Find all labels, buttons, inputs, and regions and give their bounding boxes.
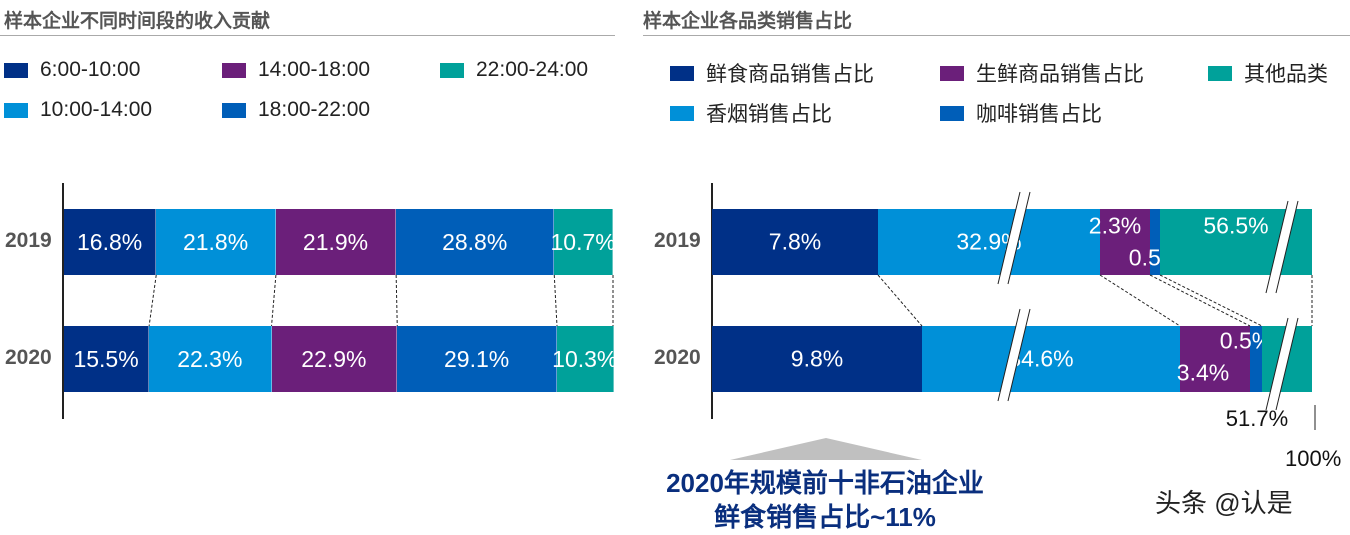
data-label: 51.7%: [1225, 406, 1289, 431]
legend-label: 咖啡销售占比: [976, 103, 1102, 126]
legend-label: 鲜食商品销售占比: [706, 63, 874, 86]
data-label: 22.9%: [301, 345, 367, 372]
data-label: 28.8%: [442, 228, 508, 255]
axis-break-line: [1265, 317, 1289, 411]
year-label: 2019: [654, 229, 701, 252]
left-axis-line: [62, 183, 64, 419]
data-label: 16.8%: [77, 228, 143, 255]
right-title-rule: [643, 35, 1350, 36]
bar-segment: 21.8%: [156, 209, 276, 275]
data-label: 9.8%: [790, 345, 844, 372]
legend-item: 18:00-22:00: [222, 98, 370, 122]
legend-item: 生鲜商品销售占比: [940, 58, 1144, 88]
axis-break-line: [1265, 200, 1289, 294]
connector-line: [877, 274, 923, 327]
annotation-pointer-triangle: [730, 438, 922, 460]
connector-line: [148, 274, 157, 327]
legend-swatch: [1208, 65, 1232, 81]
annotation-text: 2020年规模前十非石油企业 鲜食销售占比~11%: [630, 466, 1020, 534]
bar-segment: 16.8%: [64, 209, 157, 275]
legend-item: 鲜食商品销售占比: [670, 58, 874, 88]
connector-line: [1149, 274, 1251, 327]
legend-swatch: [940, 105, 964, 121]
data-label: 21.8%: [182, 228, 249, 255]
axis-break-line: [1275, 200, 1299, 294]
legend-label: 其他品类: [1244, 63, 1328, 86]
connector-line: [553, 274, 558, 327]
year-label: 2020: [654, 346, 701, 369]
bar-segment: 22.3%: [149, 326, 272, 392]
bar-segment: 34.6%: [922, 326, 1180, 392]
legend-swatch: [440, 62, 464, 78]
legend-label: 生鲜商品销售占比: [976, 63, 1144, 86]
axis-break-line: [1007, 191, 1031, 285]
data-label: 2.3%: [1088, 212, 1142, 239]
data-label: 21.9%: [302, 228, 369, 255]
connector-line: [1159, 274, 1263, 327]
axis-break-line: [1275, 317, 1299, 411]
axis-break-icon: [1266, 201, 1298, 293]
bar-segment: 2.3%: [1089, 209, 1150, 275]
legend-item: 22:00-24:00: [440, 58, 588, 82]
watermark: 头条 @认是: [1155, 488, 1293, 518]
bar-segment: 29.1%: [397, 326, 557, 392]
annotation-line-1: 2020年规模前十非石油企业: [666, 468, 984, 498]
year-label: 2019: [5, 229, 52, 252]
data-label: 10.3%: [552, 345, 618, 372]
left-title-rule: [0, 35, 615, 36]
bar-segment: 9.8%: [712, 326, 922, 392]
connector-line: [271, 274, 277, 327]
legend-swatch: [222, 102, 246, 118]
bar-segment: 10.7%: [550, 209, 616, 275]
bar-segment: 51.7%: [1226, 326, 1312, 431]
legend-label: 22:00-24:00: [476, 58, 589, 81]
axis-break-icon: [998, 192, 1030, 284]
bar-segment: 22.9%: [271, 326, 398, 392]
legend-swatch: [670, 105, 694, 121]
annotation-line-2: 鲜食销售占比~11%: [714, 502, 936, 532]
legend-swatch: [940, 65, 964, 81]
legend-item: 10:00-14:00: [4, 98, 152, 122]
end-label-100: 100%: [1285, 446, 1342, 471]
legend-item: 咖啡销售占比: [940, 98, 1102, 128]
axis-break-line: [997, 191, 1021, 285]
data-label: 56.5%: [1203, 212, 1269, 239]
right-chart-title: 样本企业各品类销售占比: [643, 11, 853, 32]
data-label: 29.1%: [444, 345, 510, 372]
data-label: 3.4%: [1176, 359, 1230, 386]
axis-break-line: [997, 308, 1021, 402]
legend-label: 6:00-10:00: [40, 58, 141, 81]
legend-swatch: [670, 65, 694, 81]
bar-segment: 7.8%: [712, 209, 878, 275]
axis-break-icon: [998, 309, 1030, 401]
bar-segment: 15.5%: [64, 326, 150, 392]
axis-break-icon: [1266, 318, 1298, 410]
legend-swatch: [4, 62, 28, 78]
legend-item: 香烟销售占比: [670, 98, 832, 128]
bar-segment: 10.3%: [552, 326, 617, 392]
legend-item: 14:00-18:00: [222, 58, 370, 82]
year-label: 2020: [5, 346, 52, 369]
legend-label: 10:00-14:00: [40, 98, 153, 121]
data-label: 10.7%: [550, 228, 616, 255]
legend-item: 其他品类: [1208, 58, 1328, 88]
legend-label: 18:00-22:00: [258, 98, 371, 121]
data-label: 15.5%: [73, 345, 139, 372]
legend-label: 香烟销售占比: [706, 103, 832, 126]
bar-segment: 21.9%: [275, 209, 397, 275]
connector-line: [1099, 274, 1181, 327]
right-axis-line: [711, 183, 713, 419]
left-chart-title: 样本企业不同时间段的收入贡献: [4, 11, 271, 32]
axis-break-line: [1007, 308, 1031, 402]
bar-segment: 3.4%: [1176, 326, 1250, 392]
legend-swatch: [4, 102, 28, 118]
legend-label: 14:00-18:00: [258, 58, 371, 81]
connector-line: [395, 274, 398, 327]
legend-item: 6:00-10:00: [4, 58, 140, 82]
bar-segment: 28.8%: [396, 209, 555, 275]
data-label: 7.8%: [768, 228, 822, 255]
legend-swatch: [222, 62, 246, 78]
data-label: 22.3%: [177, 345, 243, 372]
